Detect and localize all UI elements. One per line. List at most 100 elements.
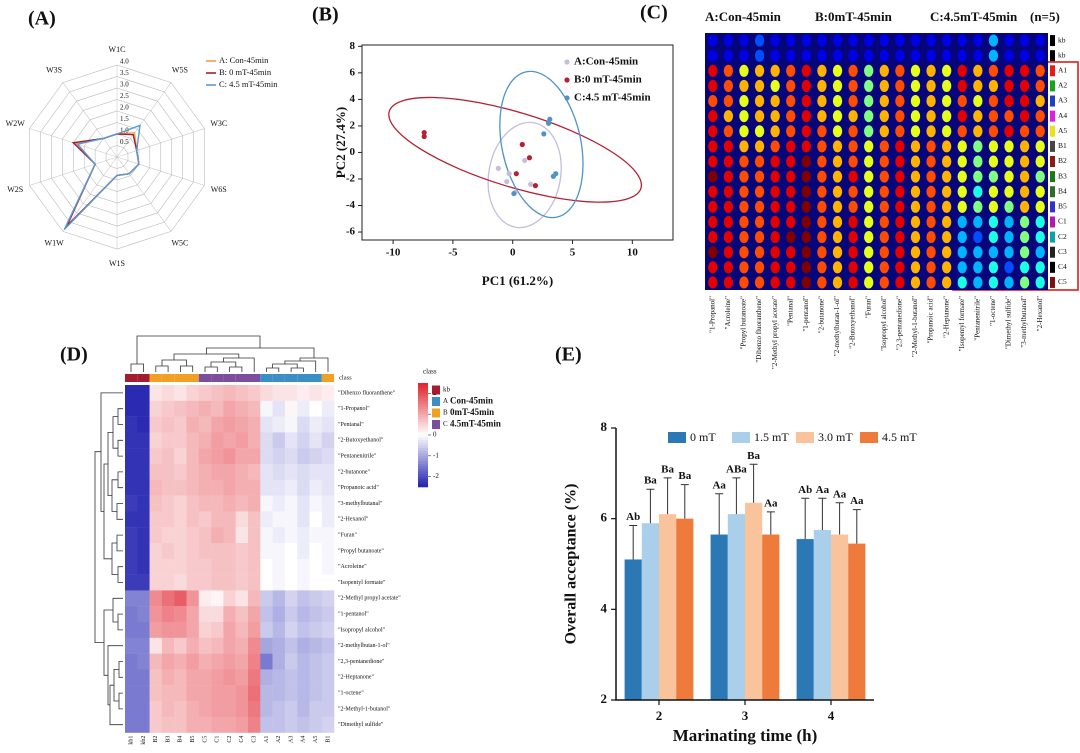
heatmap-spot <box>864 34 874 47</box>
heatmap-cell <box>198 701 212 717</box>
x-tick-label: 3 <box>742 708 749 723</box>
point <box>506 171 512 177</box>
heatmap-cell <box>272 479 286 496</box>
heatmap-cell <box>161 479 175 496</box>
heatmap-cell <box>235 464 249 480</box>
heatmap-cell <box>186 448 199 465</box>
heatmap-spot <box>1019 215 1030 229</box>
heatmap-spot <box>786 215 796 229</box>
heatmap-cell <box>223 574 236 591</box>
significance-label: Ba <box>747 450 760 462</box>
column-label: A5 <box>313 736 319 743</box>
heatmap-spot <box>1035 261 1045 274</box>
colorbar-step <box>418 403 428 407</box>
heatmap-spot <box>770 125 780 138</box>
class-bar-cell <box>137 374 150 382</box>
heatmap-cell <box>297 669 310 686</box>
bar <box>676 518 694 700</box>
heatmap-cell <box>297 574 310 591</box>
heatmap-cell <box>211 590 224 607</box>
class-legend-swatch <box>432 397 440 406</box>
heatmap-cell <box>297 701 310 717</box>
row-label: C4 <box>1058 262 1067 271</box>
heatmap-spot <box>817 155 827 168</box>
heatmap-cell <box>297 543 310 559</box>
row-label: "Dimethyl sulfide" <box>338 721 384 728</box>
heatmap-cell <box>174 511 187 528</box>
heatmap-spot <box>1035 110 1045 123</box>
heatmap-cell <box>235 495 249 512</box>
heatmap-spot <box>817 125 827 138</box>
heatmap-spot <box>1019 231 1030 244</box>
bar <box>659 514 677 700</box>
heatmap-cell <box>297 622 310 638</box>
heatmap-cell <box>149 400 163 417</box>
heatmap-spot <box>988 49 999 62</box>
error-bar <box>646 488 655 524</box>
heatmap-spot <box>832 79 843 92</box>
confidence-ellipse <box>487 121 562 229</box>
heatmap-spot <box>879 185 889 198</box>
heatmap-spot <box>754 155 765 168</box>
y-tick-label: 8 <box>350 40 356 52</box>
heatmap-spot <box>864 140 874 153</box>
heatmap-cell <box>321 669 335 686</box>
heatmap-spot <box>1019 185 1030 198</box>
heatmap-spot <box>1004 231 1014 244</box>
heatmap-cell <box>211 622 224 638</box>
heatmap-spot <box>786 261 796 274</box>
heatmap-spot <box>895 79 905 92</box>
class-bar-cell <box>223 374 236 382</box>
heatmap-spot <box>754 185 765 198</box>
error-bar <box>818 497 827 530</box>
colorbar-step <box>418 463 428 467</box>
radar-tick-label: 3.5 <box>120 69 129 77</box>
heatmap-spot <box>926 49 936 62</box>
heatmap-spot <box>895 231 905 244</box>
heatmap-spot <box>832 246 843 259</box>
heatmap-cell <box>284 606 298 623</box>
y-tick-label: 8 <box>601 419 608 434</box>
row-label: B3 <box>1058 171 1067 180</box>
heatmap-spot <box>770 276 780 289</box>
point <box>421 133 427 140</box>
colorbar-step <box>418 461 428 464</box>
heatmap-spot <box>973 200 983 213</box>
x-tick-label: 10 <box>627 247 639 259</box>
heatmap-cell <box>174 464 187 480</box>
heatmap-cell <box>223 400 236 417</box>
heatmap-spot <box>848 231 858 244</box>
legend-marker <box>564 77 570 83</box>
colorbar-step <box>418 396 428 399</box>
heatmap-spot <box>817 34 827 47</box>
x-tick-label: 0 <box>510 247 516 259</box>
y-tick-label: -6 <box>346 226 356 238</box>
heatmap-cell <box>125 622 138 638</box>
heatmap-cell <box>198 685 212 702</box>
heatmap-cell <box>186 558 199 575</box>
heatmap-spot <box>739 34 749 47</box>
heatmap-spot <box>708 94 718 108</box>
heatmap-spot <box>817 140 827 153</box>
heatmap-spot <box>770 200 780 213</box>
heatmap-spot <box>988 94 999 108</box>
heatmap-spot <box>817 276 827 289</box>
heatmap-cell <box>223 385 236 401</box>
heatmap-spot <box>723 34 734 47</box>
heatmap-spot <box>708 246 718 259</box>
heatmap-cell <box>186 495 199 512</box>
heatmap-cell <box>260 669 273 686</box>
heatmap-spot <box>708 215 718 229</box>
heatmap-spot <box>708 276 718 289</box>
heatmap-cell <box>309 416 322 433</box>
heatmap-spot <box>1004 155 1014 168</box>
row-label: B5 <box>1058 202 1067 211</box>
heatmap-cell <box>137 543 150 559</box>
colorbar-step <box>418 409 428 412</box>
heatmap-spot <box>910 170 921 183</box>
heatmap-cell <box>235 622 249 638</box>
heatmap-cell <box>161 448 175 465</box>
panel-label: (C) <box>640 2 668 24</box>
heatmap-spot <box>739 79 749 92</box>
